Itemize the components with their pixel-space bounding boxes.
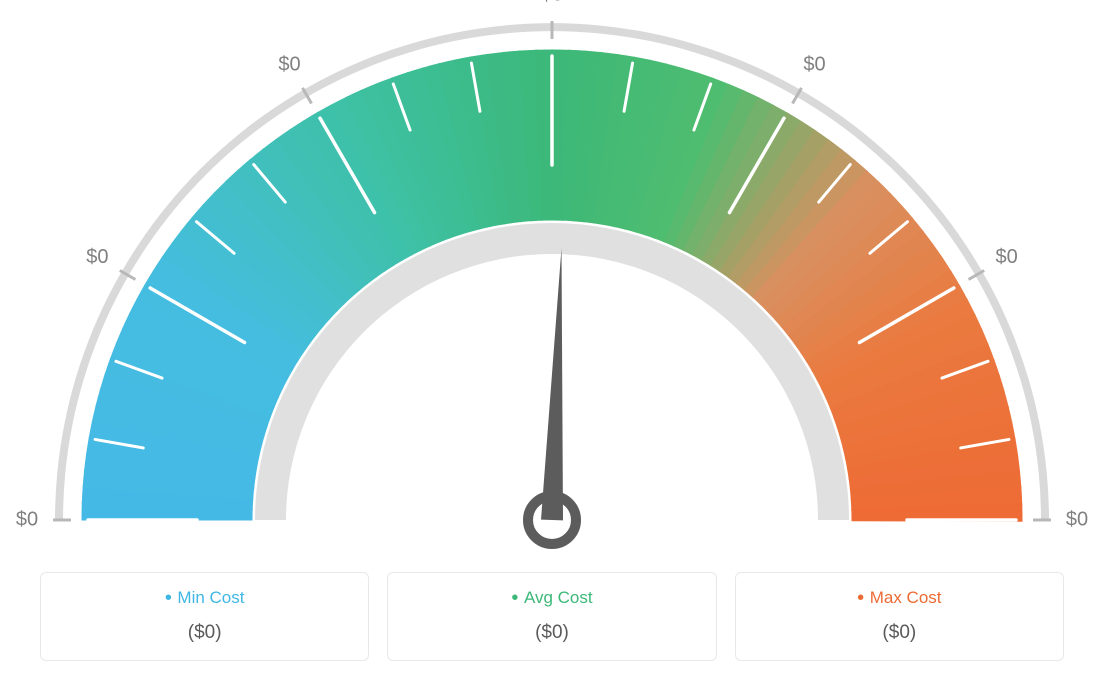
legend-card-max: Max Cost ($0) [735,572,1064,661]
svg-text:$0: $0 [803,54,825,76]
gauge-svg: $0 $0 $0 $0 $0 $0 $0 [0,0,1104,560]
legend-value-min: ($0) [51,622,358,644]
svg-text:$0: $0 [278,54,300,76]
svg-text:$0: $0 [1066,508,1088,530]
legend-card-min: Min Cost ($0) [40,572,369,661]
legend-value-max: ($0) [746,622,1053,644]
legend-value-avg: ($0) [398,622,705,644]
svg-text:$0: $0 [86,246,108,268]
cost-gauge-chart: $0 $0 $0 $0 $0 $0 $0 Min Cost ($0) Avg Cost ($… [0,0,1104,690]
legend-row: Min Cost ($0) Avg Cost ($0) Max Cost ($0… [40,572,1064,661]
svg-text:$0: $0 [996,246,1018,268]
legend-label-avg: Avg Cost [398,587,705,610]
legend-card-avg: Avg Cost ($0) [387,572,716,661]
svg-text:$0: $0 [541,0,563,5]
gauge-area: $0 $0 $0 $0 $0 $0 $0 [0,0,1104,560]
legend-label-max: Max Cost [746,587,1053,610]
legend-label-min: Min Cost [51,587,358,610]
svg-text:$0: $0 [16,508,38,530]
